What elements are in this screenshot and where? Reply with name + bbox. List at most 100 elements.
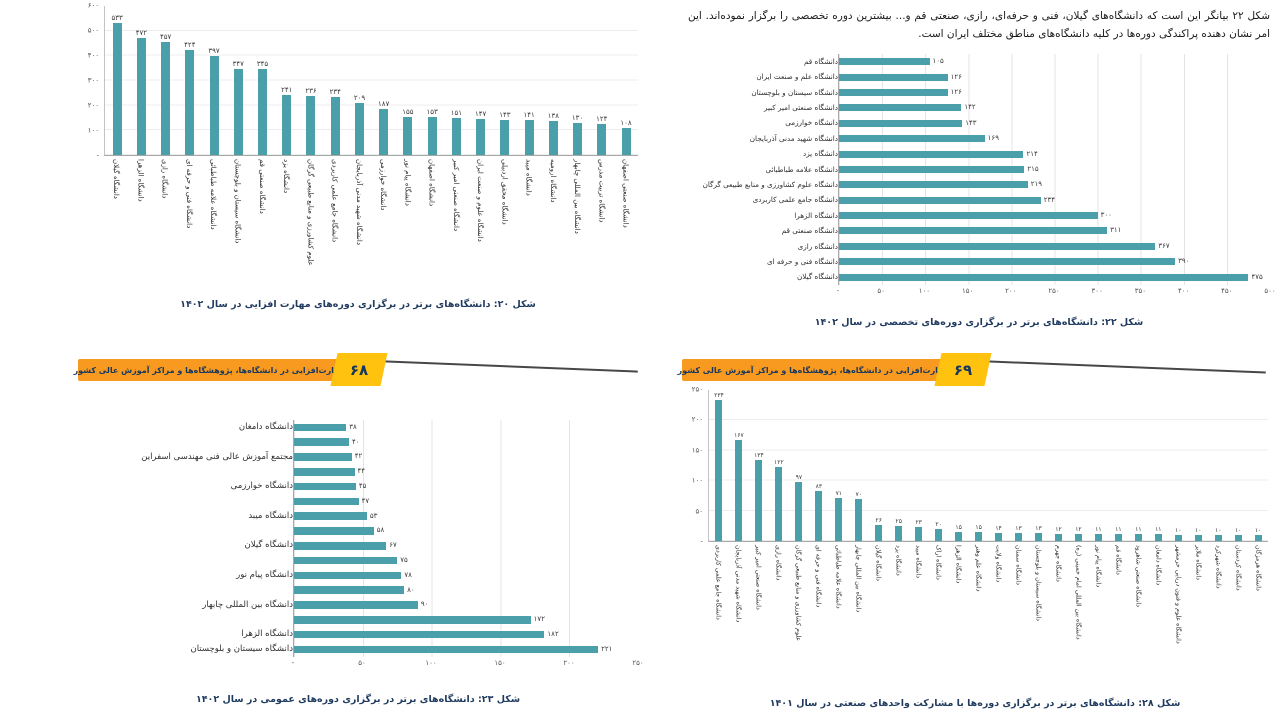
bar-column: ۱۵ (969, 390, 989, 541)
category-label: دانشگاه خوارزمی (230, 481, 293, 492)
category-label (78, 583, 293, 598)
x-tick-label: ۵۰ (358, 658, 366, 667)
category-label: دانشگاه ولایت (994, 545, 1002, 583)
bar-column: ۱۰ (1188, 390, 1208, 541)
bar-column: ۱۲ (1068, 390, 1088, 541)
category-label: دانشگاه گیلان (797, 272, 838, 282)
bar (1094, 534, 1102, 541)
x-axis-ticks: - ۵۰ ۱۰۰ ۱۵۰ ۲۰۰ ۲۵۰ ۳۰۰ ۳۵۰ ۴۰۰ ۴۵۰ ۵۰۰ (837, 285, 1276, 298)
category-label: دانشگاه سمنان (1014, 545, 1022, 585)
bar (294, 468, 355, 476)
bar-row: ۷۸ (294, 568, 638, 583)
bar-column: ۱۳۰ (565, 6, 589, 155)
bar-row: ۷۵ (294, 553, 638, 568)
bar-row: ۵۸ (294, 524, 638, 539)
x-tick-label: ۱۵۰ (494, 658, 506, 667)
bar-column: ۵۳۳ (105, 6, 129, 155)
bar-column: ۲۳۶ (299, 6, 323, 155)
bar-value-label: ۹۷ (795, 474, 803, 482)
y-tick-label: ۲۰۰ (691, 415, 703, 424)
x-tick-label: ۴۰۰ (1177, 286, 1190, 295)
bar-value-label: ۱۰ (1214, 526, 1222, 534)
bar (935, 528, 943, 541)
bar (379, 108, 389, 155)
category-label: دانشگاه بین المللی چابهار (573, 159, 582, 234)
category-label: دانشگاه یزد (894, 545, 902, 576)
bar-value-label: ۱۱ (1115, 526, 1122, 534)
category-label: دانشگاه شهید مدنی آذربایجان (354, 159, 363, 245)
bar (839, 196, 1041, 204)
category-label: دانشگاه جامع علمی کاربردی (714, 545, 722, 620)
chart-industry-partnership-courses: - ۵۰ ۱۰۰ ۱۵۰ ۲۰۰ ۲۵۰ ۲۳۴ ۱۶۷ ۱۳۴ ۱۲۲ ۹۷ ۸۳ ۷۱ ۷۰ ۲۶ ۲۵… (682, 386, 1268, 660)
bar-value-label: ۱۶۹ (987, 134, 999, 143)
bar-row: ۱۴۳ (839, 116, 1270, 131)
bar-column: ۱۲۴ (590, 6, 614, 155)
bar-value-label: ۴۴ (357, 467, 366, 476)
category-label: دانشگاه گیلان (874, 545, 882, 581)
bar-value-label: ۴۰ (352, 437, 360, 446)
bar (294, 542, 387, 550)
bar-column: ۴۲۴ (178, 6, 202, 155)
bar-value-label: ۳۰۰ (1100, 211, 1112, 220)
bar-row: ۸۰ (294, 583, 638, 598)
y-axis: - ۵۰ ۱۰۰ ۱۵۰ ۲۰۰ ۲۵۰ (682, 386, 708, 545)
bar-row: ۲۱۴ (839, 146, 1270, 161)
bar-value-label: ۲۴۱ (281, 86, 293, 95)
bar (735, 440, 743, 541)
x-tick-label: - (291, 658, 295, 667)
bar (451, 117, 461, 155)
bar-value-label: ۷۱ (835, 490, 843, 498)
bar-column: ۱۴۳ (493, 6, 517, 155)
bar (1214, 534, 1222, 541)
y-tick-label: - (96, 151, 99, 160)
bar-value-label: ۳۹۰ (1178, 257, 1190, 266)
bar-value-label: ۲۱۵ (1027, 164, 1039, 173)
axis-corner-spacer (682, 542, 708, 660)
bar-row: ۳۱۱ (839, 223, 1270, 238)
x-tick-label: ۳۵۰ (1134, 286, 1147, 295)
bar-column: ۷۰ (849, 390, 869, 541)
bar-value-label: ۱۲۶ (950, 72, 962, 81)
category-label: دانشگاه شهرکرد (1214, 545, 1222, 589)
category-label: دانشگاه علم وهنر (974, 545, 982, 592)
bar-row: ۴۷ (294, 494, 638, 509)
bar-value-label: ۸۰ (407, 585, 415, 594)
bar-row: ۳۸ (294, 420, 638, 435)
bar-column: ۱۵۳ (420, 6, 444, 155)
bar (1034, 533, 1042, 541)
bar-column: ۱۶۷ (729, 390, 749, 541)
bar-row: ۲۱۵ (839, 162, 1270, 177)
bar-value-label: ۴۷۲ (135, 28, 147, 37)
bar-value-label: ۷۸ (404, 570, 412, 579)
bar-value-label: ۵۳۳ (111, 13, 123, 22)
bar (427, 117, 437, 155)
bar-value-label: ۱۳۰ (571, 113, 584, 122)
bar (500, 119, 510, 155)
bar-value-label: ۱۵۱ (450, 108, 463, 117)
y-tick-label: ۵۰ (695, 507, 703, 516)
bar (1174, 534, 1182, 541)
bar-value-label: ۱۵۵ (402, 107, 414, 116)
bar-row: ۴۴ (294, 464, 638, 479)
bar-column: ۱۰ (1208, 390, 1228, 541)
bar-value-label: ۳۱۱ (1110, 226, 1122, 235)
bar-value-label: ۱۲ (1055, 525, 1062, 533)
bar (233, 68, 243, 155)
bar (294, 616, 531, 624)
chart-specialized-courses: دانشگاه قم دانشگاه علم و صنعت ایران دانشگا… (688, 54, 1276, 298)
x-tick-label: ۲۰۰ (1005, 286, 1017, 295)
bar (294, 438, 350, 446)
bar-row: ۴۲ (294, 450, 638, 465)
bar (294, 571, 402, 580)
bar-column: ۱۰ (1248, 390, 1268, 541)
bar (294, 497, 359, 506)
category-label: دانشگاه سیستان و بلوچستان (1034, 545, 1042, 621)
category-label: دانشگاه رازی (797, 241, 838, 251)
bar-row: ۱۲۶ (839, 85, 1270, 100)
bar-row: ۲۱۹ (839, 177, 1270, 192)
bar-value-label: ۱۱ (1135, 526, 1142, 534)
category-label: دانشگاه کردستان (1234, 545, 1242, 591)
bar-row: ۱۲۶ (839, 69, 1270, 84)
y-tick-label: ۵۰۰ (87, 26, 99, 35)
bar-value-label: ۲۳۶ (305, 87, 317, 96)
